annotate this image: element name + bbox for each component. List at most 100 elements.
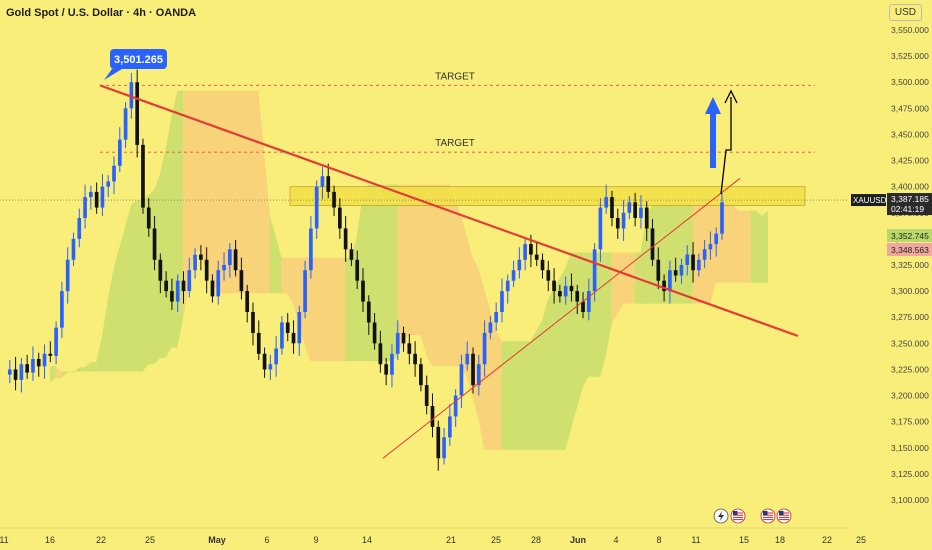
candle-body <box>83 197 87 218</box>
flag-canton <box>779 511 784 515</box>
ichimoku-cloud-segment <box>420 184 427 356</box>
ichimoku-cloud-segment <box>426 184 433 367</box>
ichimoku-cloud-segment <box>136 200 143 372</box>
candle-body <box>7 369 12 375</box>
candle-body <box>476 364 481 386</box>
ichimoku-cloud-segment <box>374 184 381 362</box>
ichimoku-cloud-segment <box>710 205 716 304</box>
ichimoku-cloud-segment <box>756 210 763 283</box>
cloud-lower-tag <box>887 243 932 256</box>
ichimoku-cloud-segment <box>258 90 265 294</box>
candle-body <box>170 291 174 302</box>
candle-body <box>314 186 319 229</box>
ichimoku-cloud-segment <box>61 371 68 378</box>
candle-body <box>586 291 591 312</box>
ichimoku-cloud-segment <box>623 252 629 304</box>
x-tick-label: 11 <box>691 535 700 545</box>
candle-body <box>378 343 383 365</box>
y-tick-label: 3,225.000 <box>891 364 929 374</box>
ichimoku-cloud-segment <box>490 309 496 450</box>
candle-body <box>181 280 186 292</box>
ichimoku-cloud-segment <box>455 200 462 367</box>
ichimoku-cloud-segment <box>339 257 346 362</box>
ichimoku-cloud-segment <box>67 371 74 373</box>
candle-body <box>54 327 58 356</box>
ichimoku-cloud-segment <box>698 205 705 304</box>
ichimoku-cloud-segment <box>125 205 132 372</box>
candle-body <box>401 332 406 344</box>
y-tick-label: 3,400.000 <box>891 182 929 192</box>
ichimoku-cloud-segment <box>501 341 508 450</box>
candle-body <box>297 312 302 344</box>
candle-body <box>465 353 470 365</box>
ichimoku-cloud-segment <box>322 257 328 362</box>
ichimoku-cloud-segment <box>333 257 340 362</box>
candle-body <box>488 322 493 333</box>
ichimoku-cloud-segment <box>385 184 392 362</box>
ichimoku-cloud-segment <box>692 205 699 304</box>
x-tick-label: 11 <box>0 535 9 545</box>
candle-body <box>448 416 452 438</box>
candle-body <box>65 259 70 292</box>
ichimoku-cloud-segment <box>478 268 485 450</box>
candle-body <box>175 280 180 302</box>
ichimoku-cloud-segment <box>107 268 114 372</box>
y-tick-label: 3,325.000 <box>891 260 929 270</box>
candle-body <box>505 280 510 292</box>
ichimoku-cloud-segment <box>576 252 583 409</box>
candle-body <box>164 280 168 292</box>
candle-body <box>650 228 655 260</box>
ichimoku-cloud-segment <box>223 90 230 294</box>
candle-body <box>662 280 666 292</box>
candle-body <box>372 322 377 344</box>
currency-badge[interactable]: USD <box>888 4 922 21</box>
ichimoku-cloud-segment <box>310 257 317 362</box>
ichimoku-cloud-segment <box>165 116 172 358</box>
candle-body <box>471 353 475 386</box>
candle-body <box>361 280 365 302</box>
candle-body <box>459 364 464 396</box>
ichimoku-cloud-segment <box>159 148 166 358</box>
ichimoku-cloud-segment <box>675 205 682 304</box>
candle-body <box>482 332 487 365</box>
resistance-zone <box>289 186 806 206</box>
ichimoku-cloud-segment <box>397 184 404 356</box>
ichimoku-cloud-segment <box>96 336 103 372</box>
x-tick-label: 15 <box>739 535 749 545</box>
candle-body <box>644 207 649 229</box>
ichimoku-cloud-segment <box>293 257 299 325</box>
candle-body <box>303 270 307 312</box>
candle-body <box>407 343 412 354</box>
candle-body <box>720 202 724 234</box>
candle-body <box>187 270 192 292</box>
candle-body <box>355 259 360 281</box>
candle-body <box>245 291 250 312</box>
candle-body <box>216 270 221 297</box>
candle-body <box>366 301 371 323</box>
cloud-upper-tag <box>887 229 932 242</box>
candle-body <box>222 265 226 271</box>
ichimoku-cloud-segment <box>414 184 421 335</box>
candle-body <box>569 285 574 292</box>
x-tick-label: 9 <box>313 535 318 545</box>
x-tick-label: 22 <box>96 535 106 545</box>
ichimoku-cloud-segment <box>252 90 259 294</box>
high-callout-label: 3,501.265 <box>114 54 163 66</box>
y-tick-label: 3,300.000 <box>891 286 929 296</box>
ichimoku-cloud-segment <box>518 341 525 450</box>
ichimoku-cloud-segment <box>553 278 560 450</box>
y-tick-label: 3,450.000 <box>891 129 929 139</box>
ichimoku-cloud-segment <box>739 210 745 283</box>
ichimoku-cloud-segment <box>183 90 189 320</box>
ichimoku-cloud-segment <box>565 252 572 450</box>
candle-body <box>199 254 203 260</box>
candle-body <box>656 259 661 281</box>
candle-body <box>326 176 331 192</box>
candle-body <box>117 139 122 166</box>
ichimoku-cloud-segment <box>84 362 91 372</box>
candle-body <box>384 364 388 375</box>
candle-body <box>697 259 701 271</box>
candle-body <box>106 181 111 187</box>
ichimoku-cloud-segment <box>495 330 502 450</box>
